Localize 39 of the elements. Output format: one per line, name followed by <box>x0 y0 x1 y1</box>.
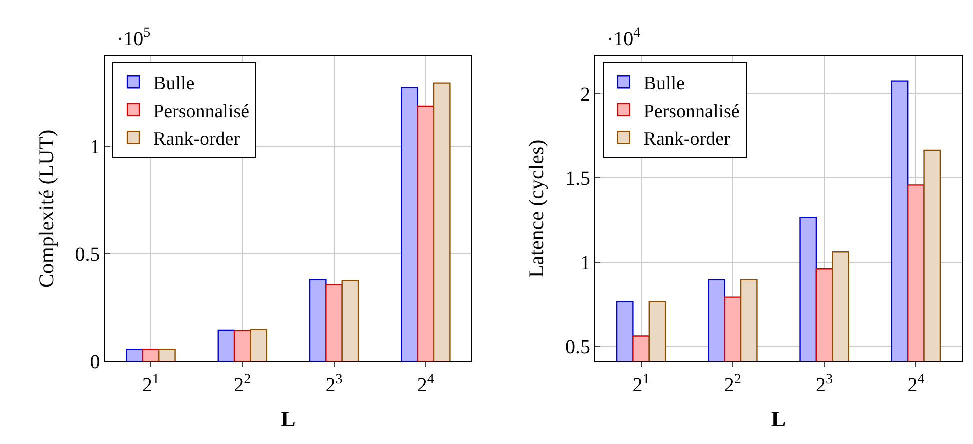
bar <box>126 349 144 362</box>
x-tick-label: 2$^{1}$ <box>632 372 650 397</box>
y-tick-label: 1 <box>580 252 590 274</box>
legend-label: Rank-order <box>644 128 732 150</box>
legend-label: Personnalisé <box>154 101 250 122</box>
bar <box>433 82 451 362</box>
x-tick-label: 2$^{3}$ <box>326 372 343 397</box>
y-axis-title: Complexité (LUT) <box>34 130 58 288</box>
text: ·10$^{4}$ <box>607 26 641 50</box>
legend-label: Bulle <box>154 74 195 95</box>
bar <box>417 106 435 362</box>
x-tick-label: 2$^{3}$ <box>816 372 834 397</box>
bar <box>250 329 268 362</box>
x-axis-title: L <box>281 406 296 432</box>
text: ·10$^{5}$ <box>117 26 151 50</box>
x-axis-title: L <box>771 406 786 432</box>
x-tick-label: 2$^{1}$ <box>142 372 160 397</box>
bar <box>401 87 418 362</box>
bar <box>342 280 360 362</box>
bar <box>158 349 176 362</box>
legend-label: Bulle <box>644 74 685 95</box>
legend-label: Personnalisé <box>644 101 740 122</box>
x-tick-label: 2$^{4}$ <box>908 372 925 397</box>
x-tick-label: 2$^{2}$ <box>724 372 742 397</box>
bar <box>326 284 343 362</box>
y-tick-label: 0 <box>90 352 100 374</box>
y-tick-label: 2 <box>580 84 590 106</box>
legend-label: Rank-order <box>154 128 241 150</box>
bar <box>218 330 236 362</box>
y-tick-label: 0.5 <box>75 244 100 266</box>
x-tick-label: 2$^{4}$ <box>417 372 434 397</box>
bar <box>234 330 252 362</box>
y-axis-title: Latence (cycles) <box>524 140 549 278</box>
y-tick-label: 1 <box>90 136 100 159</box>
y-tick-label: 0.5 <box>565 336 590 359</box>
x-tick-label: 2$^{2}$ <box>234 372 252 397</box>
y-tick-label: 1.5 <box>565 168 590 190</box>
bar <box>142 349 160 362</box>
bar <box>309 279 327 362</box>
